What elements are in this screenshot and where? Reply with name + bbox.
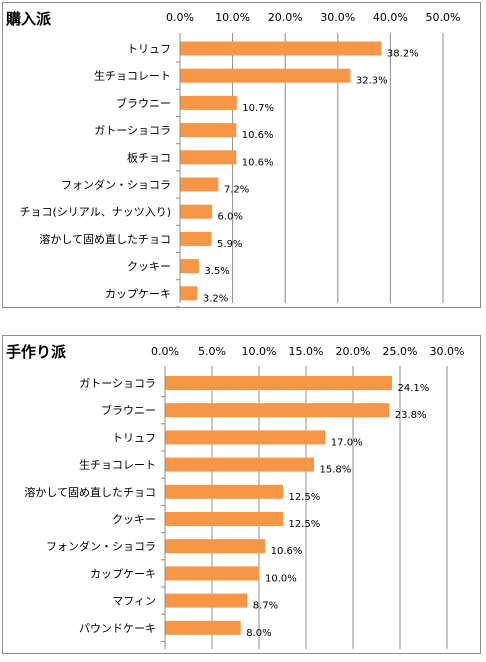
category-label: カップケーキ	[105, 287, 171, 300]
bar	[180, 231, 212, 246]
category-label: ガトーショコラ	[79, 377, 156, 390]
bar	[180, 95, 237, 110]
category-label: 溶かして固め直したチョコ	[24, 485, 156, 499]
bar	[180, 177, 219, 192]
chart-title: 手作り派	[6, 343, 67, 361]
data-label: 10.7%	[242, 103, 274, 114]
data-label: 5.9%	[217, 239, 242, 250]
data-label: 3.5%	[204, 266, 229, 277]
category-label: クッキー	[127, 260, 171, 273]
data-label: 15.8%	[320, 465, 352, 476]
category-label: カップケーキ	[90, 567, 156, 580]
data-label: 8.7%	[253, 601, 278, 612]
data-label: 10.6%	[242, 157, 274, 168]
category-label: パウンドケーキ	[79, 622, 156, 635]
x-tick-label: 25.0%	[383, 345, 418, 358]
x-tick-label: 5.0%	[198, 345, 226, 358]
category-label: チョコ(シリアル、ナッツ入り)	[20, 206, 171, 219]
bar	[165, 376, 393, 390]
category-label: 板チョコ	[127, 150, 171, 164]
bar	[180, 123, 237, 138]
data-label: 10.6%	[242, 130, 274, 141]
data-label: 23.8%	[395, 410, 427, 421]
x-tick-label: 30.0%	[320, 11, 355, 24]
x-tick-label: 0.0%	[151, 345, 179, 358]
data-label: 6.0%	[218, 212, 243, 223]
x-tick-label: 0.0%	[166, 11, 194, 24]
bar	[165, 430, 326, 445]
bar-chart-handmade: 0.0% 5.0% 10.0% 15.0% 20.0% 25.0% 30.0% ガトーショコラ…	[24, 345, 465, 649]
data-label: 7.2%	[224, 185, 249, 196]
x-tick-label: 10.0%	[242, 345, 277, 358]
category-label: トリュフ	[112, 431, 156, 444]
bar	[165, 539, 266, 554]
x-tick-label: 15.0%	[289, 345, 324, 358]
bar	[180, 286, 198, 301]
category-label: クッキー	[112, 513, 156, 526]
bar	[180, 204, 213, 219]
data-label: 12.5%	[289, 519, 321, 530]
data-label: 8.0%	[246, 628, 271, 639]
x-tick-label: 50.0%	[426, 11, 461, 24]
category-label: 生チョコレート	[79, 458, 156, 472]
category-label: トリュフ	[127, 43, 171, 56]
bar	[165, 593, 248, 608]
chart-title: 購入派	[6, 10, 52, 28]
bar	[165, 512, 283, 526]
bar-chart-purchase: 0.0% 10.0% 20.0% 30.0% 40.0% 50.0% トリュフ 38.2% 生チ…	[20, 11, 461, 308]
data-label: 38.2%	[387, 49, 419, 60]
data-label: 12.5%	[289, 492, 321, 503]
x-tick-label: 20.0%	[336, 345, 371, 358]
x-tick-label: 40.0%	[373, 11, 408, 24]
bar	[180, 150, 237, 165]
category-label: マフィン	[112, 595, 156, 608]
bar	[165, 566, 260, 581]
bar	[180, 41, 382, 56]
bar	[165, 457, 315, 472]
category-label: ブラウニー	[116, 96, 171, 110]
category-label: ブラウニー	[101, 403, 156, 417]
data-label: 10.6%	[271, 546, 303, 557]
category-label: フォンダン・ショコラ	[46, 539, 156, 553]
data-label: 17.0%	[331, 437, 363, 448]
category-label: 溶かして固め直したチョコ	[39, 232, 171, 246]
bar	[180, 68, 351, 83]
category-label: ガトーショコラ	[94, 124, 171, 137]
data-label: 10.0%	[265, 573, 297, 584]
data-label: 3.2%	[203, 293, 228, 304]
x-tick-label: 10.0%	[215, 11, 250, 24]
data-label: 32.3%	[356, 76, 388, 87]
data-label: 24.1%	[398, 383, 430, 394]
x-tick-label: 30.0%	[430, 345, 465, 358]
chart-panel-purchase: 購入派 0.0% 10.0% 20.0% 30.0% 40.0% 50.0% トリュフ 38.…	[2, 2, 481, 308]
bar	[165, 403, 390, 418]
category-label: フォンダン・ショコラ	[61, 178, 171, 192]
x-tick-label: 20.0%	[268, 11, 303, 24]
bar	[180, 259, 199, 274]
chart-panel-handmade: 手作り派 0.0% 5.0% 10.0% 15.0% 20.0% 25.0% 30.0% ガト…	[2, 335, 481, 654]
bar	[165, 484, 283, 499]
bar	[165, 620, 241, 635]
category-label: 生チョコレート	[94, 69, 171, 83]
